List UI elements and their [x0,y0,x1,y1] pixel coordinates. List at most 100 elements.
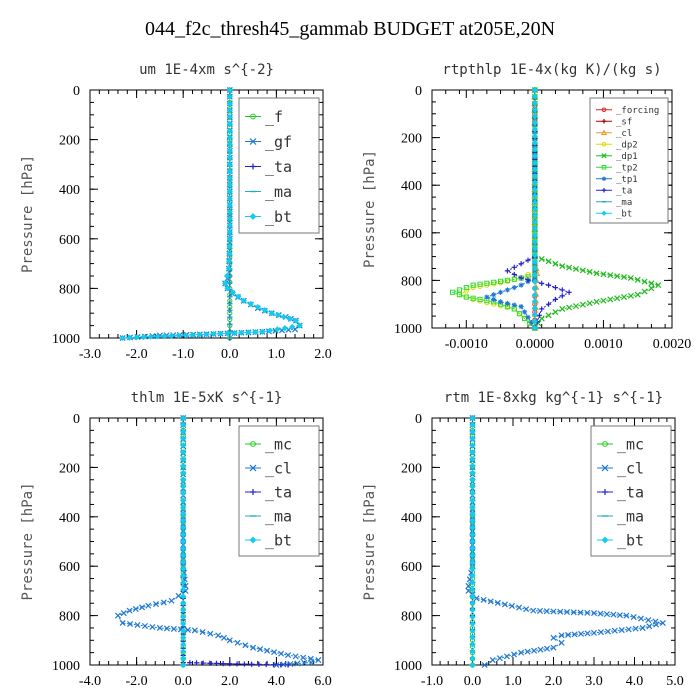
legend-entry: _ta [617,483,644,501]
legend-marker [250,113,256,120]
legend-entry: _dp2 [616,140,638,150]
data-point [511,276,517,282]
data-point [531,232,538,239]
data-point [226,147,233,154]
data-point [241,661,247,667]
data-point [250,644,257,651]
data-point [180,449,187,456]
data-point [531,324,538,332]
data-point [180,593,187,600]
data-point [525,257,531,263]
y-axis-label: Pressure [hPa] [362,150,378,268]
data-point [469,545,476,552]
data-point [147,333,154,340]
x-tick-label: -3.0 [79,347,101,362]
data-point [285,662,291,668]
data-point [226,188,233,195]
data-point [191,627,198,634]
data-point [497,299,504,305]
legend-entry: _ma [265,183,292,201]
data-point [536,607,544,614]
x-tick-label: 0.0 [174,674,192,689]
data-point [511,302,517,308]
data-point [226,141,233,148]
data-point [226,114,233,121]
data-point [180,572,187,579]
data-point [577,609,584,616]
data-point [531,285,538,292]
data-point [531,100,538,107]
data-point [160,599,167,606]
data-point [449,289,456,295]
data-point [586,268,593,275]
data-point [180,517,187,524]
data-point [504,287,511,293]
chart-panel-3: thlm 1E-5xK s^{-1} Pressure [hPa] 0 200 400 6… [20,390,332,689]
data-point [570,609,577,616]
legend: _mc _cl _ta _ma _bt [590,425,672,557]
data-point [226,86,233,94]
data-point [477,281,483,287]
data-point [180,579,187,586]
data-point [566,289,572,295]
data-point [180,497,187,504]
legend-entry: _ma [616,198,632,208]
data-point [531,265,538,272]
data-point [639,624,646,631]
data-point [180,620,187,627]
data-point [646,623,653,630]
legend-frame [238,97,320,234]
data-point [145,602,152,609]
data-point [278,650,285,657]
x-tick-label: 2.0 [314,347,332,362]
data-point [180,428,187,435]
legend-marker [250,441,256,447]
data-point [180,613,187,620]
data-point [292,317,299,324]
data-point [226,107,233,114]
data-point [175,592,182,599]
data-point [470,295,476,301]
data-point [469,579,476,586]
data-point [469,421,476,428]
data-point [552,309,559,316]
x-tick-label: 0.0000 [516,337,555,352]
data-point [536,312,543,318]
data-point [538,255,545,263]
data-point [531,93,538,100]
data-point [469,463,476,470]
legend-entry: _tp2 [616,163,638,173]
y-tick-label: 1000 [52,332,80,347]
data-point [552,260,559,267]
series-line [506,90,571,329]
data-point [571,631,578,638]
data-point [180,476,187,483]
data-point [611,627,618,634]
data-point [559,293,565,299]
data-point [518,261,524,267]
data-point [543,645,551,652]
data-point [226,127,233,134]
legend-marker [601,176,607,181]
legend-marker [601,464,609,472]
data-point [616,612,623,619]
data-point [274,312,281,319]
data-point [180,524,187,531]
legend-marker [250,489,256,495]
data-point [469,613,476,620]
data-point [285,652,292,659]
data-point [469,476,476,483]
data-point [226,181,233,188]
data-point [225,265,232,272]
data-point [469,559,476,566]
x-tick-label: -2.0 [126,347,148,362]
data-point [469,655,476,662]
data-point [590,610,598,617]
data-point [531,305,538,312]
data-point [469,524,476,531]
data-point [180,655,187,662]
data-point [566,264,573,271]
data-point [572,265,580,273]
chart-panel-2: rtpthlp 1E-4x(kg K)/(kg s) Pressure [hPa]… [362,62,691,352]
data-point [531,192,538,199]
